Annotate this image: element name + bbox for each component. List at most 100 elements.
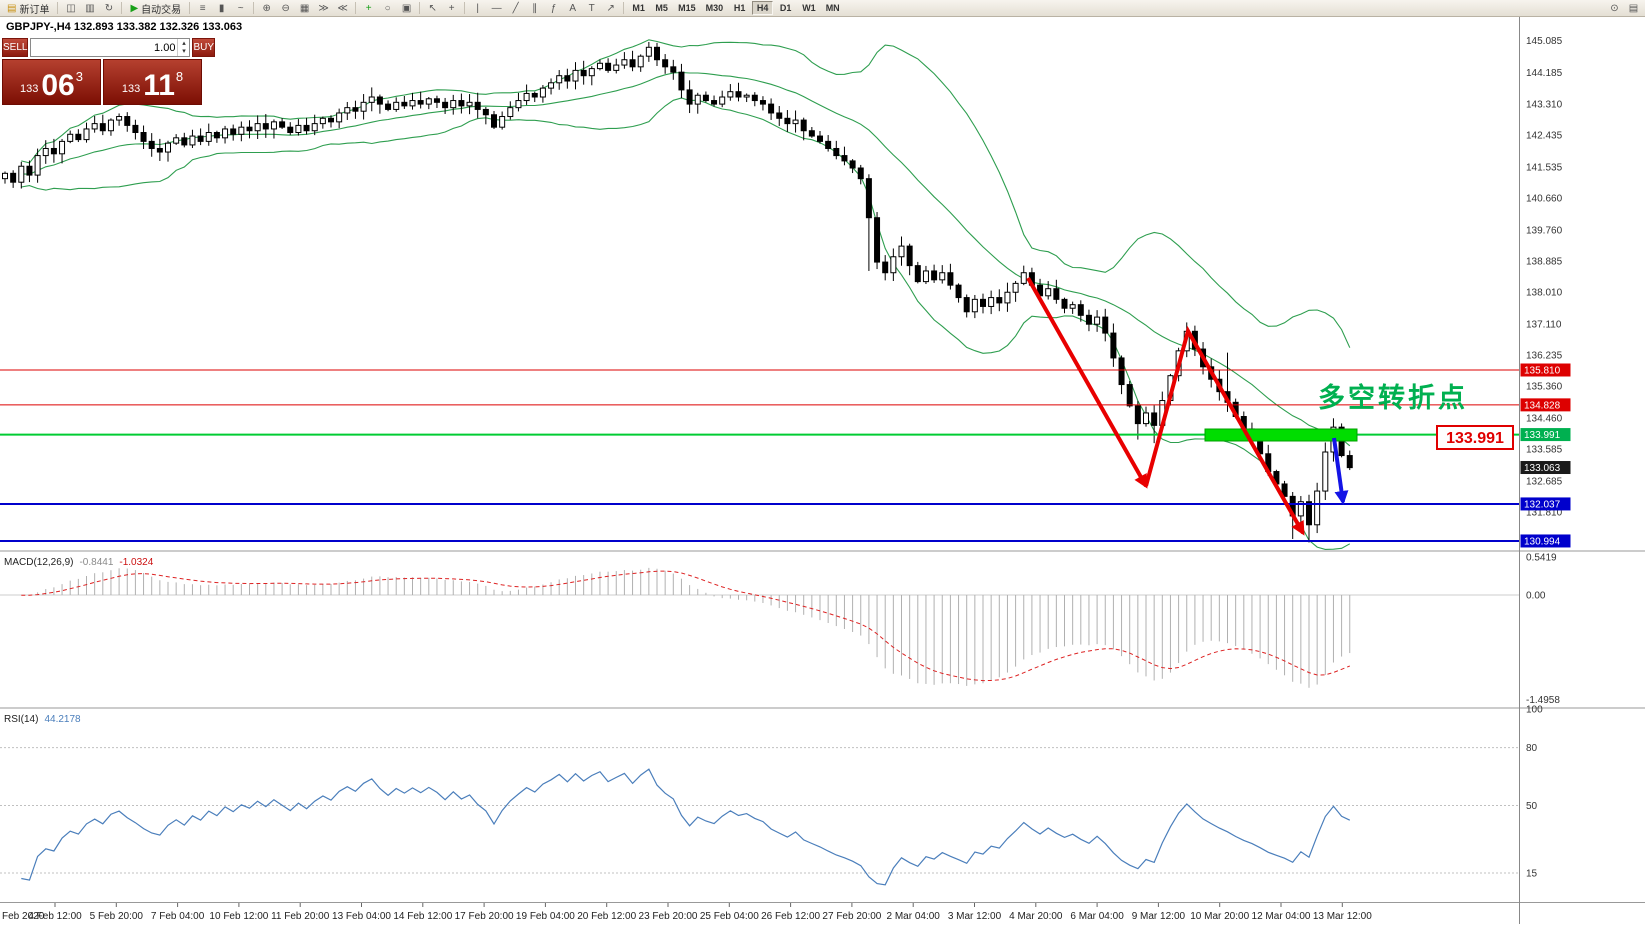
price-callout-box[interactable] [1436,425,1514,450]
rsi-axis-label: 80 [1526,743,1538,754]
blue-down-arrow[interactable] [1332,437,1349,505]
candle-body [702,94,709,102]
buy-price[interactable]: 133 11 8 [103,59,202,105]
trendline-icon[interactable]: ╱ [512,2,519,14]
zoom-in-icon[interactable]: ⊕ [262,2,271,14]
print-icon[interactable]: ▤ [1628,2,1639,14]
sell-price-big: 06 [41,69,75,102]
red-zigzag-arrow[interactable] [1144,325,1305,536]
rsi-panel [0,747,1519,886]
price-axis-label: 140.660 [1526,193,1563,204]
candle-body [67,133,74,142]
volume-down-icon[interactable]: ▾ [182,47,186,55]
templates-icon[interactable]: ▣ [401,2,412,14]
time-axis-label: 5 Feb 20:00 [90,911,144,922]
support-zone-rect[interactable] [1204,428,1358,442]
timeframe-mn[interactable]: MN [825,3,840,13]
volume-field[interactable]: ▴ ▾ [30,38,191,57]
crosshair-icon[interactable]: + [448,2,455,14]
cursor-icon[interactable]: ↖ [428,2,437,14]
text-icon[interactable]: A [569,2,576,14]
vertical-line-icon[interactable]: | [476,2,479,14]
candle-body [507,107,514,118]
candle-body [450,100,457,109]
candle-body [686,89,693,105]
timeframe-m30[interactable]: M30 [705,3,724,13]
time-axis-label: 6 Mar 04:00 [1070,911,1124,922]
candle-body [10,172,17,183]
rsi-line [21,768,1351,886]
candle-body [376,96,383,105]
candle-body [1281,483,1288,497]
price-axis[interactable]: 145.085 144.185 143.310 142.435 141.535 140.6… [1520,36,1571,550]
candle-body [1110,332,1117,359]
candle-body [148,140,155,149]
candle-body [1102,316,1109,334]
candle-body [1069,304,1076,309]
candlestick-chart-icon[interactable]: ▮ [218,2,225,14]
bar-chart-icon[interactable]: ≡ [199,2,206,14]
label-icon[interactable]: T [588,2,595,14]
macd-axis-label: -1.4958 [1526,695,1560,706]
refresh-icon[interactable]: ↻ [104,2,114,14]
candle-body [442,101,449,109]
turning-point-label[interactable]: 多空转折点 [1318,382,1468,413]
candle-body [1134,405,1141,425]
price-tag-135.810 [1520,363,1571,377]
price-axis-label: 138.885 [1526,256,1563,267]
tile-windows-icon[interactable]: ▦ [299,2,310,14]
time-axis-label: 23 Feb 20:00 [639,911,698,922]
indicators-icon[interactable]: + [365,2,372,14]
horizontal-line-icon[interactable]: — [491,2,502,14]
timeframe-w1[interactable]: W1 [802,3,816,13]
time-axis-label: 13 Mar 12:00 [1313,911,1372,922]
volume-input[interactable] [31,39,178,56]
candle-body [629,59,636,68]
zoom-out-icon[interactable]: ⊖ [281,2,290,14]
auto-scroll-icon[interactable]: ≫ [318,2,329,14]
candle-body [262,123,269,130]
candle-body [246,126,253,132]
candle-body [99,123,106,132]
red-zigzag-arrow-down1[interactable] [1026,277,1148,489]
timeframe-m5[interactable]: M5 [655,3,668,13]
price-tag-133.063 [1520,461,1571,475]
sell-price[interactable]: 133 06 3 [2,59,101,105]
timeframe-h4[interactable]: H4 [752,1,774,15]
channel-icon[interactable]: ∥ [532,2,538,14]
buy-button[interactable]: BUY [192,38,216,57]
price-tag-130.994 [1520,534,1571,548]
volume-up-icon[interactable]: ▴ [182,39,186,47]
candle-body [1094,316,1101,325]
candle-body [205,132,212,142]
timeframe-m15[interactable]: M15 [678,3,696,13]
profiles-icon[interactable]: ▥ [85,2,95,14]
candle-body [189,135,196,146]
timeframe-d1[interactable]: D1 [779,3,792,13]
chart-window-icon[interactable]: ◫ [66,2,76,14]
search-icon[interactable]: ⊙ [1610,2,1619,14]
candle-body [254,123,261,132]
chart-shift-icon[interactable]: ≪ [337,2,348,14]
autotrade-button[interactable]: ▶ 自动交易 [126,1,185,16]
periods-icon[interactable]: ○ [384,2,391,14]
macd-signal-line [21,570,1350,682]
sell-button[interactable]: SELL [2,38,29,57]
time-axis-label: 4 Feb 12:00 [28,911,82,922]
candle-body [751,94,758,102]
arrows-icon[interactable]: ↗ [606,2,615,14]
candle-body [401,101,408,107]
candle-body [654,46,660,61]
timeframe-m1[interactable]: M1 [632,3,645,13]
candle-body [548,82,555,89]
line-chart-icon[interactable]: ~ [237,2,244,14]
timeframe-h1[interactable]: H1 [733,3,746,13]
toolbar-separator [189,2,191,14]
candle-body [931,270,938,281]
new-order-button[interactable]: ▤ 新订单 [3,1,53,16]
time-axis-label: 4 Mar 20:00 [1009,911,1063,922]
fibonacci-icon[interactable]: ƒ [550,2,557,14]
